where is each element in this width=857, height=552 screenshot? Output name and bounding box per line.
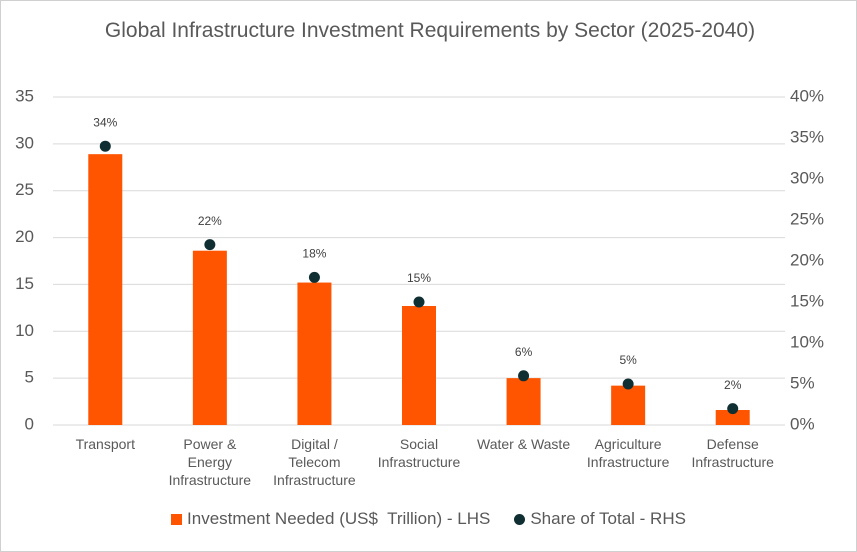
legend-label: Share of Total - RHS	[530, 509, 686, 528]
y2-tick-label: 15%	[790, 291, 824, 310]
legend-item: Investment Needed (US$ Trillion) - LHS	[171, 509, 490, 529]
x-tick-label: Transport	[75, 436, 135, 452]
bar	[715, 410, 750, 425]
data-label: 5%	[619, 353, 637, 367]
bar	[88, 154, 123, 425]
y2-tick-label: 20%	[790, 250, 824, 269]
legend-item: Share of Total - RHS	[514, 509, 686, 529]
dot	[518, 370, 530, 382]
bar	[297, 282, 332, 425]
dot	[308, 271, 320, 283]
legend-swatch	[171, 513, 183, 525]
y-tick-label: 15	[15, 274, 34, 293]
bar	[506, 378, 541, 425]
x-tick-label: Power & Energy Infrastructure	[168, 436, 252, 488]
data-label: 34%	[93, 115, 117, 129]
legend-label: Investment Needed (US$ Trillion) - LHS	[187, 509, 491, 528]
y2-tick-label: 35%	[790, 127, 824, 146]
x-tick-label: Defense Infrastructure	[691, 436, 774, 470]
y2-tick-label: 5%	[790, 373, 815, 392]
dot	[727, 403, 739, 415]
bar	[611, 385, 646, 425]
y-tick-label: 30	[15, 133, 34, 152]
data-label: 18%	[302, 247, 326, 261]
y2-tick-label: 10%	[790, 332, 824, 351]
y-tick-label: 0	[25, 414, 34, 433]
dot	[204, 239, 216, 251]
dot	[622, 378, 634, 390]
chart-title: Global Infrastructure Investment Require…	[104, 19, 756, 42]
x-tick-label: Social Infrastructure	[377, 436, 461, 470]
dot	[413, 296, 425, 308]
data-label: 15%	[407, 271, 431, 285]
data-label: 22%	[198, 214, 222, 228]
y-tick-label: 20	[15, 227, 34, 246]
legend-swatch	[514, 513, 526, 525]
y2-tick-label: 40%	[790, 86, 824, 105]
x-tick-label: Water & Waste	[477, 436, 571, 452]
x-tick-label: Digital / Telecom Infrastructure	[273, 436, 356, 488]
y-tick-label: 10	[15, 321, 34, 340]
bar	[402, 305, 436, 425]
y2-tick-label: 0%	[790, 414, 815, 433]
y-tick-label: 25	[15, 180, 34, 199]
y2-tick-label: 30%	[790, 168, 824, 187]
y-tick-label: 5	[25, 368, 34, 387]
data-label: 6%	[515, 345, 533, 359]
legend: Investment Needed (US$ Trillion) - LHS Sh…	[0, 509, 857, 530]
y-tick-label: 35	[15, 86, 34, 105]
x-tick-label: Agriculture Infrastructure	[586, 436, 670, 470]
y2-tick-label: 25%	[790, 209, 824, 228]
dot	[99, 140, 111, 152]
bar	[192, 250, 227, 425]
data-label: 2%	[724, 378, 742, 392]
